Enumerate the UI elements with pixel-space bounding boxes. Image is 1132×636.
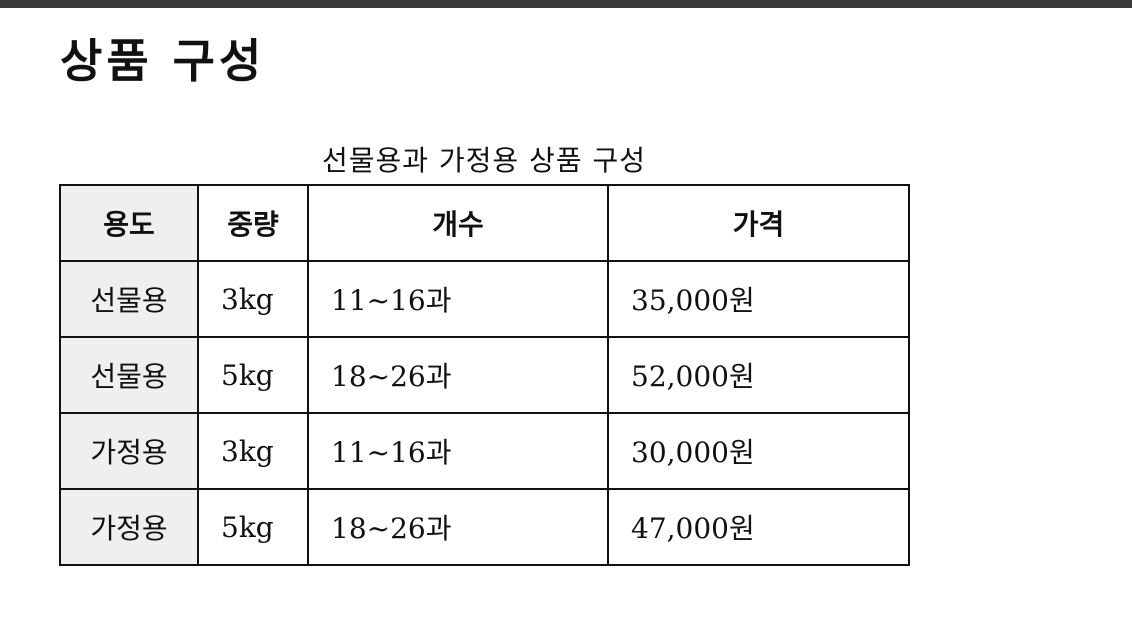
table-row: 가정용 3kg 11~16과 30,000원 <box>59 412 910 490</box>
cell-weight: 3kg <box>197 260 309 338</box>
cell-weight: 5kg <box>197 488 309 566</box>
cell-price: 52,000원 <box>607 336 910 414</box>
header-usage: 용도 <box>59 184 199 262</box>
cell-usage: 가정용 <box>59 412 199 490</box>
cell-usage: 선물용 <box>59 336 199 414</box>
table-row: 가정용 5kg 18~26과 47,000원 <box>59 488 910 566</box>
header-count: 개수 <box>307 184 609 262</box>
header-weight: 중량 <box>197 184 309 262</box>
table-row: 선물용 5kg 18~26과 52,000원 <box>59 336 910 414</box>
cell-price: 35,000원 <box>607 260 910 338</box>
top-bar <box>0 0 1132 8</box>
cell-count: 11~16과 <box>307 412 609 490</box>
cell-count: 18~26과 <box>307 488 609 566</box>
cell-count: 18~26과 <box>307 336 609 414</box>
table-header-row: 용도 중량 개수 가격 <box>59 184 910 262</box>
cell-weight: 5kg <box>197 336 309 414</box>
cell-usage: 선물용 <box>59 260 199 338</box>
cell-price: 30,000원 <box>607 412 910 490</box>
cell-price: 47,000원 <box>607 488 910 566</box>
page-title: 상품 구성 <box>60 34 266 88</box>
table-caption: 선물용과 가정용 상품 구성 <box>321 144 647 177</box>
product-table: 용도 중량 개수 가격 선물용 3kg 11~16과 35,000원 선물용 5… <box>59 184 910 566</box>
cell-usage: 가정용 <box>59 488 199 566</box>
table-row: 선물용 3kg 11~16과 35,000원 <box>59 260 910 338</box>
header-price: 가격 <box>607 184 910 262</box>
cell-count: 11~16과 <box>307 260 609 338</box>
cell-weight: 3kg <box>197 412 309 490</box>
